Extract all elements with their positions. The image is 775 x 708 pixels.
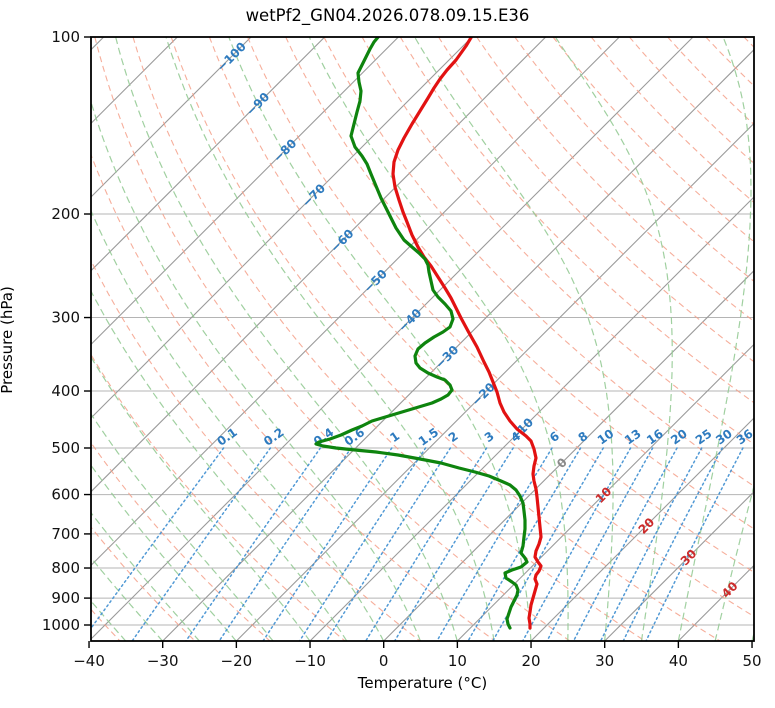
mixing-ratio-lines [91, 447, 744, 641]
svg-text:10: 10 [448, 652, 467, 670]
svg-text:13: 13 [622, 426, 644, 447]
x-axis-title: Temperature (°C) [357, 674, 488, 692]
svg-text:0.1: 0.1 [214, 425, 239, 449]
svg-text:20: 20 [668, 426, 690, 447]
svg-text:0: 0 [379, 652, 389, 670]
svg-text:0.2: 0.2 [261, 425, 286, 449]
svg-text:36: 36 [734, 426, 756, 447]
axis-tick-labels: −40 −30 −20 −10 0 10 20 30 40 50 100 200 300 400 500 60… [42, 28, 762, 670]
svg-text:700: 700 [51, 525, 80, 543]
svg-text:2: 2 [446, 429, 461, 445]
svg-text:600: 600 [51, 486, 80, 504]
isobar-gridlines [91, 37, 754, 626]
svg-text:40: 40 [669, 652, 688, 670]
svg-text:30: 30 [713, 426, 735, 447]
svg-text:200: 200 [51, 205, 80, 223]
svg-text:3: 3 [482, 429, 497, 445]
axis-ticks [84, 36, 753, 648]
svg-text:30: 30 [595, 652, 614, 670]
chart-title: wetPf2_GN04.2026.078.09.15.E36 [245, 6, 530, 25]
svg-text:900: 900 [51, 589, 80, 607]
plot-border [90, 36, 755, 642]
temperature-profile-line [391, 37, 543, 630]
svg-text:20: 20 [521, 652, 540, 670]
svg-text:400: 400 [51, 382, 80, 400]
moist-adiabat-lines [91, 37, 754, 641]
isotherm-lines [91, 37, 754, 641]
dewpoint-profile-line [314, 37, 529, 630]
svg-text:1: 1 [387, 429, 402, 445]
svg-text:−30: −30 [147, 652, 179, 670]
svg-text:−20: −20 [221, 652, 253, 670]
svg-text:100: 100 [51, 28, 80, 46]
svg-text:25: 25 [693, 426, 715, 447]
svg-text:16: 16 [644, 426, 666, 447]
svg-text:10: 10 [595, 426, 617, 447]
y-axis-title: Pressure (hPa) [0, 286, 16, 394]
sounding-profiles [314, 37, 543, 630]
dry-adiabat-lines [91, 37, 754, 641]
svg-text:1.5: 1.5 [416, 425, 441, 449]
svg-text:50: 50 [742, 652, 761, 670]
svg-text:−10: −10 [294, 652, 326, 670]
svg-text:1000: 1000 [42, 616, 80, 634]
svg-text:300: 300 [51, 309, 80, 327]
svg-text:500: 500 [51, 439, 80, 457]
svg-text:800: 800 [51, 559, 80, 577]
svg-text:−40: −40 [73, 652, 105, 670]
